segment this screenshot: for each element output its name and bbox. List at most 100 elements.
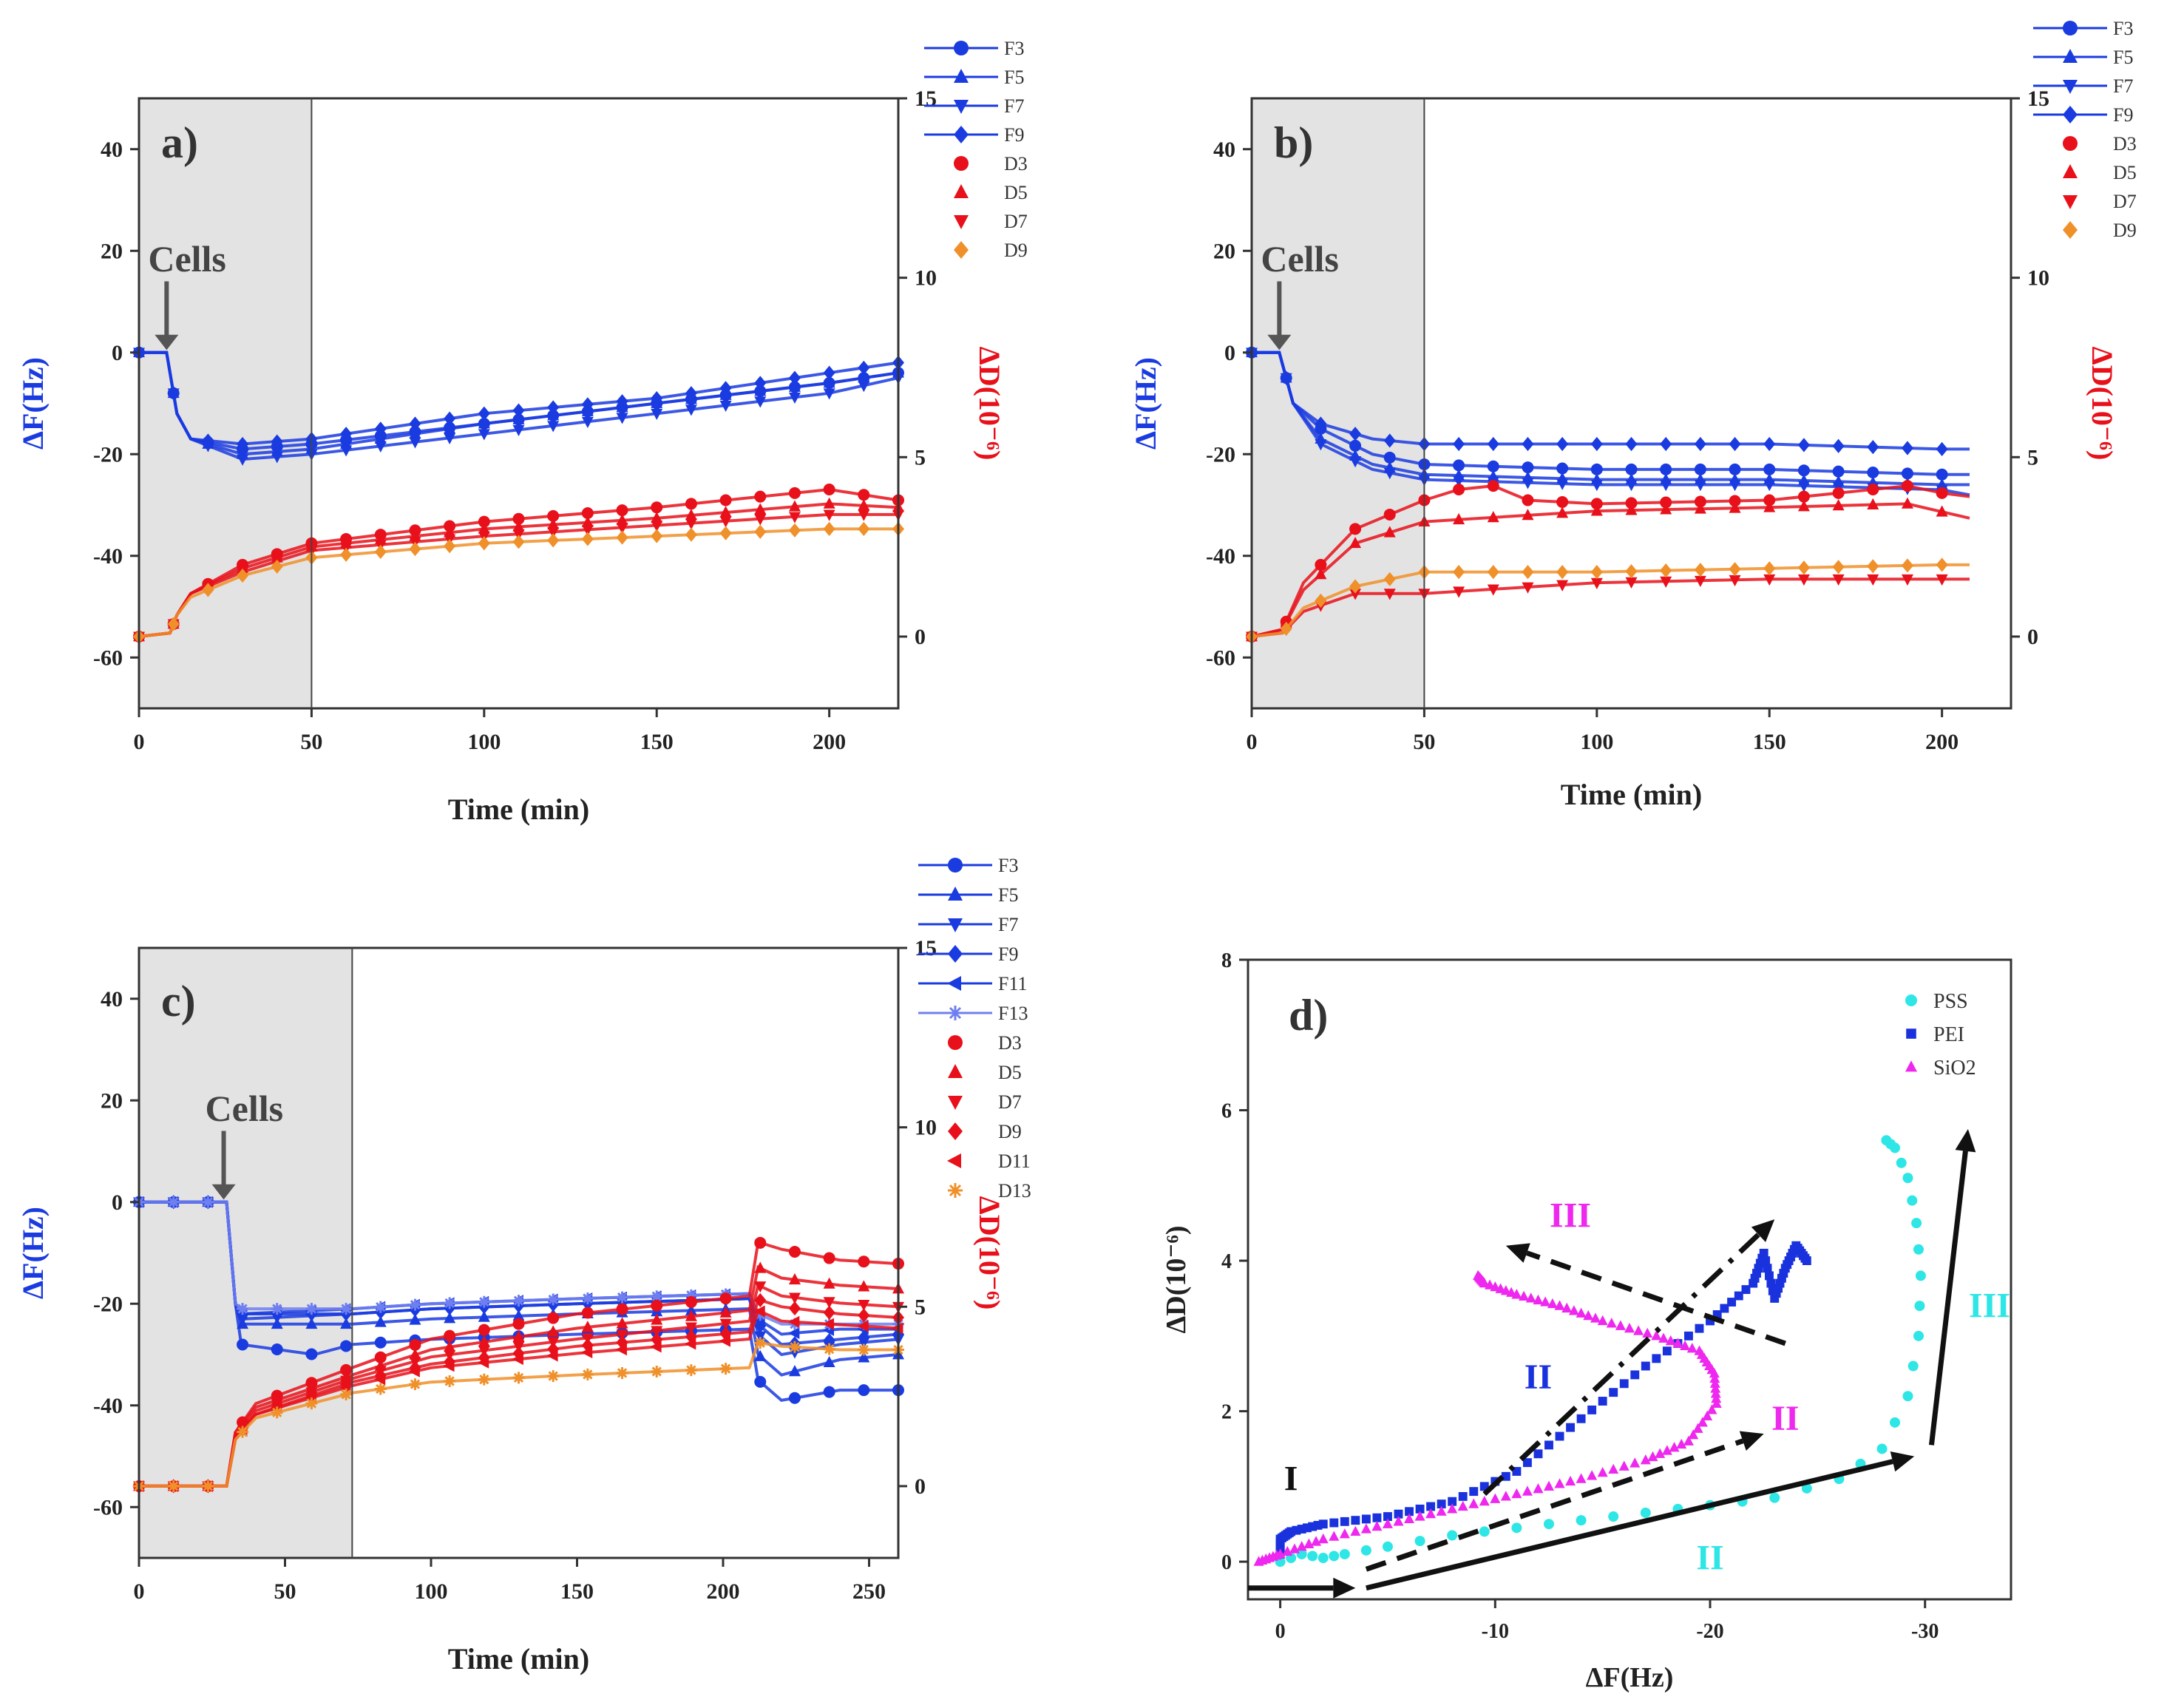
point-PEI [1576, 1414, 1586, 1423]
marker-D3 [685, 1295, 697, 1308]
legend-item-F3: F3 [924, 38, 1024, 59]
point-PEI [1765, 1271, 1774, 1281]
marker-F7 [685, 404, 697, 416]
marker-F13 [167, 1196, 180, 1208]
point-PEI [1777, 1273, 1786, 1283]
point-SiO2 [1711, 1392, 1722, 1403]
marker-D9 [858, 1308, 870, 1323]
point-SiO2 [1360, 1523, 1371, 1534]
point-SiO2 [1651, 1330, 1662, 1341]
marker-F13 [444, 1297, 456, 1309]
marker-F5 [478, 417, 490, 429]
legend-label: D13 [998, 1180, 1031, 1202]
marker-D13 [685, 1364, 697, 1377]
marker-D5 [823, 497, 835, 509]
x-tick-label: 0 [1275, 1620, 1286, 1643]
point-SiO2 [1500, 1491, 1511, 1501]
marker-D5 [685, 1309, 697, 1321]
panel-c-series [132, 1195, 904, 1494]
marker-F9 [512, 403, 525, 418]
marker-F9 [167, 386, 180, 401]
panel-a-y2-axis-label: ΔD(10⁻⁶) [973, 347, 1006, 461]
legend-marker-F13 [948, 1006, 963, 1020]
point-PEI [1683, 1331, 1693, 1341]
marker-D11 [753, 1305, 765, 1318]
marker-D11 [615, 1343, 627, 1356]
legend-item-D9: D9 [954, 240, 1028, 261]
marker-F9 [1280, 370, 1292, 385]
legend-item-F5: F5 [918, 884, 1018, 906]
marker-D3 [1797, 490, 1810, 503]
marker-F3 [1660, 463, 1672, 475]
y-tick-label: 2 [1221, 1401, 1232, 1424]
legend-item-D9: D9 [2063, 220, 2137, 241]
y2-tick-label: 15 [915, 936, 937, 960]
legend-label: F7 [1004, 95, 1024, 117]
point-PEI [1394, 1509, 1403, 1519]
marker-F3 [1383, 451, 1396, 464]
marker-D3 [1660, 496, 1672, 509]
point-SiO2 [1303, 1538, 1315, 1548]
trend-arrow [1366, 1451, 1915, 1591]
point-SiO2 [1457, 1500, 1468, 1511]
marker-D9 [512, 535, 525, 549]
marker-D9 [1383, 572, 1396, 586]
point-PEI [1292, 1525, 1301, 1535]
legend-marker-F7 [2063, 80, 2078, 94]
legend-label: D9 [2113, 220, 2137, 241]
phase-label: III [1550, 1196, 1591, 1235]
legend-marker-D3 [2063, 136, 2078, 151]
legend-label: D5 [1004, 182, 1028, 203]
marker-D9 [409, 541, 421, 557]
panel-c-cells-annotation: Cells [206, 1088, 284, 1129]
panel-b-plot-frame [1250, 97, 2012, 710]
panel-c-cells-arrow [211, 1131, 236, 1200]
marker-D5 [1936, 505, 1948, 517]
marker-D9 [823, 1305, 835, 1320]
point-SiO2 [1709, 1372, 1720, 1383]
marker-D3 [478, 1324, 490, 1336]
point-SiO2 [1296, 1541, 1307, 1551]
x-tick-label: -30 [1911, 1620, 1939, 1643]
point-PSS [1890, 1417, 1901, 1428]
marker-D9 [340, 547, 353, 562]
y-tick-label: 20 [101, 1088, 123, 1113]
marker-F7 [374, 441, 387, 453]
legend-item-D13: D13 [948, 1180, 1031, 1202]
point-PSS [1902, 1173, 1913, 1184]
marker-F7 [1522, 478, 1534, 489]
point-PSS [1382, 1541, 1393, 1552]
point-SiO2 [1583, 1309, 1594, 1321]
point-SiO2 [1647, 1451, 1658, 1462]
phase-label: III [1969, 1286, 2010, 1325]
marker-D7 [616, 523, 628, 535]
panel-a-axes: 0 50 100 150 200 -60 -40 -20 0 20 40 0 5 10 15 [93, 87, 937, 754]
marker-D3 [616, 1303, 628, 1315]
marker-D9 [788, 1301, 801, 1316]
marker-D5 [547, 1325, 560, 1337]
legend-label: F5 [1004, 67, 1024, 88]
panel-c-legend: F3 F5 F7 F9 F11 F13 D3 D5 D7 D9 D11 D13 [918, 855, 1031, 1202]
point-SiO2 [1318, 1533, 1329, 1544]
marker-F9 [478, 406, 490, 421]
marker-D5 [547, 518, 560, 529]
marker-F9 [1590, 436, 1603, 452]
point-PEI [1771, 1289, 1781, 1298]
point-PSS [1339, 1548, 1350, 1559]
legend-marker-D5 [954, 184, 969, 198]
marker-D7 [823, 1297, 835, 1309]
marker-D13 [478, 1373, 490, 1386]
point-SiO2 [1694, 1345, 1705, 1355]
y-tick-label: 8 [1221, 949, 1232, 972]
point-PSS [1902, 1391, 1913, 1402]
marker-F5 [823, 376, 835, 388]
marker-D3 [1590, 498, 1603, 510]
point-PSS [1640, 1507, 1651, 1518]
marker-F9 [1349, 427, 1362, 441]
legend-item-F9: F9 [924, 124, 1024, 146]
marker-F7 [754, 1331, 767, 1343]
point-PSS [1876, 1443, 1888, 1454]
marker-F13 [754, 1309, 767, 1321]
